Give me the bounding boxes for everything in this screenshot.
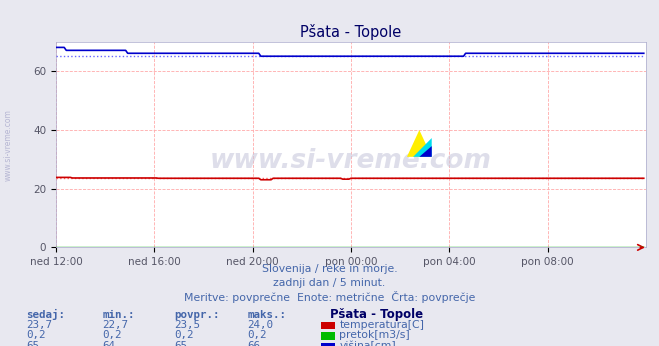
Text: povpr.:: povpr.: [175, 310, 220, 320]
Text: pretok[m3/s]: pretok[m3/s] [339, 330, 410, 340]
Text: Slovenija / reke in morje.: Slovenija / reke in morje. [262, 264, 397, 274]
Text: 0,2: 0,2 [102, 330, 122, 340]
Text: www.si-vreme.com: www.si-vreme.com [3, 109, 13, 181]
Text: 22,7: 22,7 [102, 320, 128, 330]
Text: višina[cm]: višina[cm] [339, 340, 396, 346]
Text: Meritve: povprečne  Enote: metrične  Črta: povprečje: Meritve: povprečne Enote: metrične Črta:… [184, 291, 475, 303]
Text: 65: 65 [26, 341, 40, 346]
Title: Pšata - Topole: Pšata - Topole [301, 24, 401, 40]
Text: 24,0: 24,0 [247, 320, 273, 330]
Polygon shape [407, 130, 432, 157]
Text: sedaj:: sedaj: [26, 309, 65, 320]
Text: maks.:: maks.: [247, 310, 286, 320]
Text: temperatura[C]: temperatura[C] [339, 320, 424, 330]
Text: 23,7: 23,7 [26, 320, 52, 330]
Text: 23,5: 23,5 [175, 320, 200, 330]
Text: 65: 65 [175, 341, 188, 346]
Polygon shape [413, 138, 432, 157]
Text: 0,2: 0,2 [26, 330, 46, 340]
Text: 66: 66 [247, 341, 260, 346]
Text: 64: 64 [102, 341, 115, 346]
Text: min.:: min.: [102, 310, 134, 320]
Text: Pšata - Topole: Pšata - Topole [330, 308, 422, 321]
Polygon shape [419, 146, 432, 157]
Text: 0,2: 0,2 [247, 330, 267, 340]
Text: 0,2: 0,2 [175, 330, 194, 340]
Text: www.si-vreme.com: www.si-vreme.com [210, 148, 492, 174]
Text: zadnji dan / 5 minut.: zadnji dan / 5 minut. [273, 279, 386, 289]
